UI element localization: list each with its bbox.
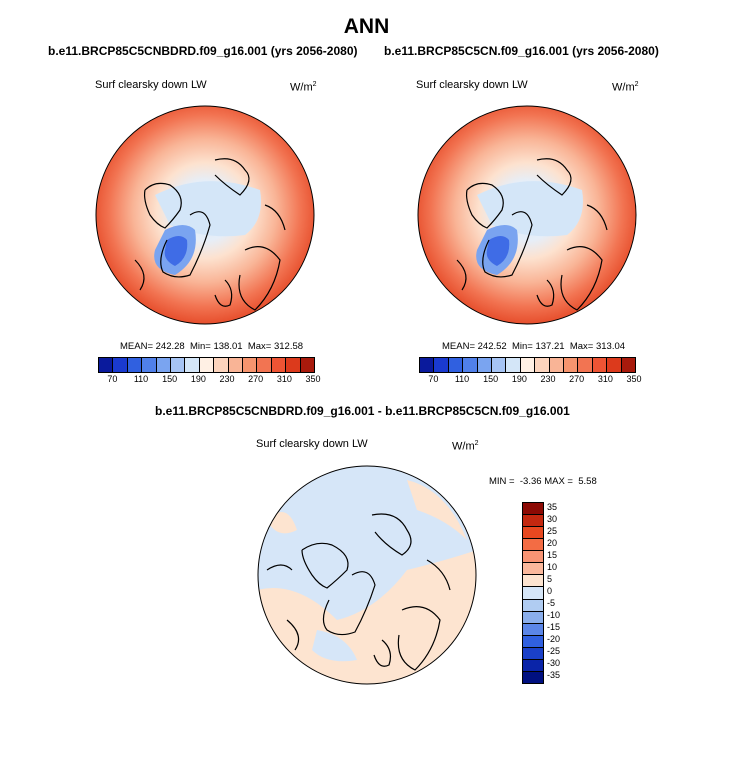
colorbar-swatch xyxy=(523,503,543,516)
panel-2-colorbar-ticks: 70 110 150 190 230 270 310 350 xyxy=(419,374,641,386)
colorbar-tick-label: -15 xyxy=(547,622,561,632)
panel-1-title: b.e11.BRCP85C5CNBDRD.f09_g16.001 (yrs 20… xyxy=(48,44,358,58)
colorbar-tick-label: 30 xyxy=(547,514,558,524)
panel-1-colorbar-ticks: 70 110 150 190 230 270 310 350 xyxy=(98,374,320,386)
colorbar-tick-label: 70 xyxy=(107,374,118,384)
colorbar-tick-label: 25 xyxy=(547,526,558,536)
colorbar-swatch xyxy=(523,611,543,624)
colorbar-tick-label: 310 xyxy=(276,374,292,384)
colorbar-tick-label: 10 xyxy=(547,562,558,572)
colorbar-swatch xyxy=(271,358,287,372)
colorbar-swatch xyxy=(463,358,478,372)
panel-3-title: b.e11.BRCP85C5CNBDRD.f09_g16.001 - b.e11… xyxy=(155,404,570,418)
colorbar-swatch xyxy=(523,575,543,588)
colorbar-tick-label: 70 xyxy=(428,374,439,384)
panel-3-variable: Surf clearsky down LW xyxy=(256,438,368,450)
colorbar-tick-label: 5 xyxy=(547,574,553,584)
panel-3-colorbar-ticks: 35 30 25 20 15 10 5 0 -5 -10 -15 -20 -25 -30 -35 xyxy=(547,502,577,682)
panel-1-units: W/m2 xyxy=(290,81,317,94)
colorbar-swatch xyxy=(621,358,636,372)
colorbar-swatch xyxy=(156,358,172,372)
panel-2-variable: Surf clearsky down LW xyxy=(416,79,528,91)
panel-2-stats: MEAN= 242.52 Min= 137.21 Max= 313.04 xyxy=(442,341,626,352)
colorbar-swatch xyxy=(535,358,550,372)
panel-1-stats: MEAN= 242.28 Min= 138.01 Max= 312.58 xyxy=(120,341,304,352)
panel-2-title: b.e11.BRCP85C5CN.f09_g16.001 (yrs 2056-2… xyxy=(384,44,659,58)
colorbar-swatch xyxy=(185,358,200,372)
colorbar-swatch xyxy=(448,358,464,372)
panel-3-stats: MIN = -3.36 MAX = 5.58 xyxy=(489,476,597,487)
colorbar-swatch xyxy=(420,358,435,372)
colorbar-tick-label: -20 xyxy=(547,634,561,644)
colorbar-tick-label: -5 xyxy=(547,598,556,608)
colorbar-swatch xyxy=(257,358,272,372)
colorbar-tick-label: 20 xyxy=(547,538,558,548)
colorbar-swatch xyxy=(199,358,215,372)
colorbar-swatch xyxy=(506,358,521,372)
colorbar-swatch xyxy=(99,358,114,372)
colorbar-swatch xyxy=(523,551,543,564)
colorbar-swatch xyxy=(113,358,128,372)
panel-1-colorbar xyxy=(98,357,315,373)
panel-3-units: W/m2 xyxy=(452,440,479,453)
colorbar-swatch xyxy=(523,623,543,636)
colorbar-swatch xyxy=(520,358,536,372)
colorbar-tick-label: 310 xyxy=(597,374,613,384)
colorbar-tick-label: 270 xyxy=(569,374,585,384)
colorbar-swatch xyxy=(523,599,543,612)
colorbar-tick-label: 350 xyxy=(626,374,642,384)
colorbar-swatch xyxy=(523,515,543,528)
colorbar-swatch xyxy=(592,358,608,372)
colorbar-swatch xyxy=(523,635,543,648)
colorbar-tick-label: -30 xyxy=(547,658,561,668)
colorbar-swatch xyxy=(300,358,315,372)
colorbar-swatch xyxy=(523,587,543,600)
colorbar-swatch xyxy=(434,358,449,372)
colorbar-swatch xyxy=(214,358,229,372)
colorbar-swatch xyxy=(523,527,543,540)
colorbar-tick-label: 110 xyxy=(454,374,470,384)
colorbar-swatch xyxy=(142,358,157,372)
panel-3-colorbar xyxy=(522,502,544,684)
colorbar-swatch xyxy=(171,358,186,372)
colorbar-tick-label: 350 xyxy=(305,374,321,384)
colorbar-swatch xyxy=(286,358,301,372)
colorbar-tick-label: -35 xyxy=(547,670,561,680)
colorbar-tick-label: 270 xyxy=(248,374,264,384)
colorbar-tick-label: 190 xyxy=(511,374,527,384)
colorbar-swatch xyxy=(127,358,143,372)
colorbar-tick-label: 150 xyxy=(483,374,499,384)
panel-2-polar-map xyxy=(417,105,637,325)
colorbar-swatch xyxy=(523,659,543,672)
colorbar-swatch xyxy=(243,358,258,372)
colorbar-swatch xyxy=(477,358,493,372)
colorbar-tick-label: 150 xyxy=(162,374,178,384)
panel-2-colorbar xyxy=(419,357,636,373)
colorbar-swatch xyxy=(578,358,593,372)
page-title: ANN xyxy=(343,15,390,38)
colorbar-tick-label: 110 xyxy=(133,374,149,384)
colorbar-tick-label: 230 xyxy=(540,374,556,384)
colorbar-tick-label: 35 xyxy=(547,502,558,512)
colorbar-swatch xyxy=(492,358,507,372)
colorbar-swatch xyxy=(228,358,244,372)
colorbar-tick-label: 190 xyxy=(190,374,206,384)
colorbar-swatch xyxy=(523,647,543,660)
panel-2-units: W/m2 xyxy=(612,81,639,94)
colorbar-swatch xyxy=(607,358,622,372)
colorbar-swatch xyxy=(523,539,543,552)
colorbar-swatch xyxy=(564,358,579,372)
panel-1-variable: Surf clearsky down LW xyxy=(95,79,207,91)
colorbar-tick-label: 15 xyxy=(547,550,558,560)
colorbar-swatch xyxy=(523,563,543,576)
panel-3-polar-map xyxy=(257,465,477,685)
colorbar-swatch xyxy=(523,671,543,683)
colorbar-tick-label: -25 xyxy=(547,646,561,656)
colorbar-tick-label: 230 xyxy=(219,374,235,384)
colorbar-tick-label: 0 xyxy=(547,586,553,596)
panel-1-polar-map xyxy=(95,105,315,325)
colorbar-tick-label: -10 xyxy=(547,610,561,620)
colorbar-swatch xyxy=(549,358,565,372)
